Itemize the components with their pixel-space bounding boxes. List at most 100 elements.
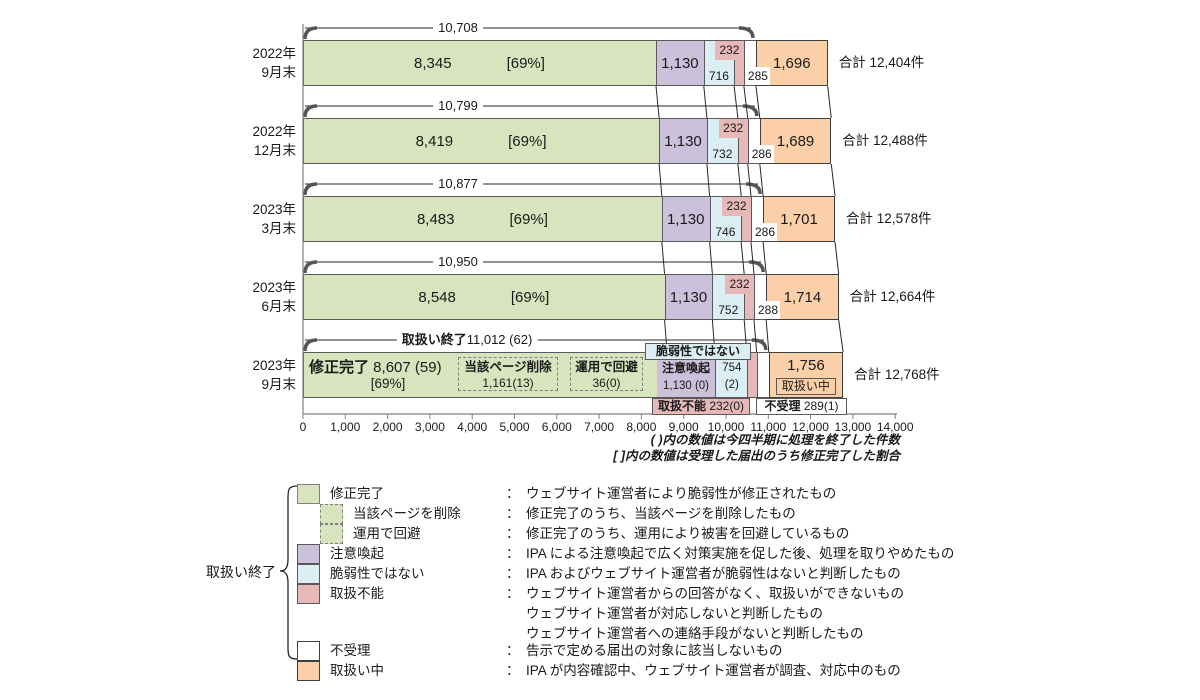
bar-row1-segment-caution <box>655 40 705 86</box>
x-tick-13,000: 13,000 <box>834 420 872 434</box>
caution-value-row1: 1,130 <box>661 54 699 72</box>
notvuln-detail-value: 754 (2) <box>722 362 742 391</box>
unable-value-row2: 232 <box>718 119 748 138</box>
caution-detail-box: 注意喚起 1,130 (0) <box>657 358 715 397</box>
legend-swatch-当該ページを削除 <box>320 504 343 524</box>
workaround-box: 運用で回避 36(0) <box>570 357 643 391</box>
category-label-row4: 2023年 6月末 <box>252 280 296 314</box>
x-tick-12,000: 12,000 <box>792 420 829 434</box>
inprogress-value-row4: 1,714 <box>783 288 822 306</box>
legend-label-注意喚起: 注意喚起 <box>330 546 384 561</box>
legend-swatch-運用で回避 <box>320 524 343 544</box>
rejected-below-box: 不受理 289(1) <box>756 398 847 415</box>
x-tick-0: 0 <box>299 420 307 434</box>
legend-desc-脆弱性ではない-1: IPA およびウェブサイト運営者が脆弱性はないと判断したもの <box>526 566 901 581</box>
line <box>838 319 844 353</box>
unable-value-row1: 232 <box>714 41 744 60</box>
legend-desc-取扱不能-3: ウェブサイト運営者への連絡手段がないと判断したもの <box>526 626 864 641</box>
path <box>746 182 762 195</box>
inprogress-value-row1: 1,696 <box>773 54 811 72</box>
line <box>703 85 708 119</box>
bar-row1-segment-fixed <box>303 40 657 86</box>
line <box>830 163 836 197</box>
line <box>750 241 755 275</box>
closed-total-label-row4: 10,950 <box>433 253 483 270</box>
legend-label-不受理: 不受理 <box>330 643 371 658</box>
rejected-value-row3: 286 <box>752 223 778 241</box>
rejected-value-row4: 288 <box>756 301 781 319</box>
fixed-value-row1: 8,345 [69%] <box>414 54 545 72</box>
legend-desc-取扱い中-1: IPA が内容確認中、ウェブサイト運営者が調査、対応中のもの <box>526 663 901 678</box>
line <box>737 163 742 197</box>
path <box>303 104 318 118</box>
path <box>751 338 768 351</box>
fixed-value-row3: 8,483 [69%] <box>416 210 548 228</box>
line <box>655 85 660 119</box>
notvuln-value-row4: 752 <box>718 303 739 317</box>
category-label-row3: 2023年 3月末 <box>252 202 296 236</box>
path <box>749 260 765 273</box>
legend-desc-注意喚起-1: IPA による注意喚起で広く対策実施を促した後、処理を取りやめたもの <box>526 546 955 561</box>
total-label-row4: 合計 12,664件 <box>849 289 936 304</box>
category-label-row1: 2022年 9月末 <box>252 46 296 80</box>
line <box>733 85 739 119</box>
path <box>303 338 318 352</box>
notvuln-value-row1: 716 <box>708 69 729 83</box>
inprogress-value-row2: 1,689 <box>776 132 815 150</box>
path <box>303 182 318 196</box>
legend-label-取扱い中: 取扱い中 <box>330 663 384 678</box>
caution-value-row2: 1,130 <box>664 132 702 150</box>
total-label-row5: 合計 12,768件 <box>854 367 940 382</box>
x-tick-3,000: 3,000 <box>414 420 445 434</box>
legend-label-取扱不能: 取扱不能 <box>330 586 384 601</box>
unable-below-box: 取扱不能 232(0) <box>652 398 750 415</box>
caution-value-row3: 1,130 <box>666 210 705 228</box>
line <box>709 241 713 275</box>
x-tick-7,000: 7,000 <box>584 420 615 434</box>
bar-row4-segment-caution <box>664 274 714 320</box>
legend-colon-当該ページを削除: ： <box>506 506 520 521</box>
legend-desc-修正完了-1: ウェブサイト運営者により脆弱性が修正されたもの <box>526 486 837 501</box>
line <box>759 163 764 197</box>
notvuln-callout: 脆弱性ではない <box>645 343 751 360</box>
x-tick-10,000: 10,000 <box>707 420 745 434</box>
x-tick-5,000: 5,000 <box>499 420 530 434</box>
x-tick-2,000: 2,000 <box>372 420 403 434</box>
x-tick-6,000: 6,000 <box>541 420 572 434</box>
unable-value-row3: 232 <box>721 197 751 216</box>
closed-total-label-row1: 10,708 <box>433 19 483 36</box>
legend-label-運用で回避: 運用で回避 <box>353 526 421 541</box>
legend-swatch-取扱不能 <box>297 584 320 604</box>
rejected-value-row2: 286 <box>749 145 774 163</box>
legend-swatch-修正完了 <box>297 484 320 504</box>
x-tick-4,000: 4,000 <box>457 420 488 434</box>
path <box>742 104 759 117</box>
fixed-value-row2: 8,419 [69%] <box>415 132 547 150</box>
legend-label-修正完了: 修正完了 <box>330 486 384 501</box>
legend-colon-脆弱性ではない: ： <box>506 566 520 581</box>
legend-swatch-注意喚起 <box>297 544 320 564</box>
bar-row3-segment-caution <box>661 196 711 242</box>
legend-colon-修正完了: ： <box>506 486 520 501</box>
inprogress-detail-value: 1,756 <box>787 357 825 374</box>
unable-value-row4: 232 <box>725 275 754 294</box>
bar-row4-segment-fixed <box>303 274 666 320</box>
path <box>303 260 318 274</box>
line <box>827 85 832 119</box>
legend-colon-取扱不能: ： <box>506 586 520 601</box>
legend-desc-不受理-1: 告示で定める届出の対象に該当しないもの <box>526 643 783 658</box>
footnote-brackets: [ ]内の数値は受理した届出のうち修正完了した割合 <box>613 449 900 463</box>
x-tick-11,000: 11,000 <box>750 420 787 434</box>
fixed-value-row4: 8,548 [69%] <box>418 288 550 306</box>
path <box>279 485 298 660</box>
category-label-row2: 2022年 12月末 <box>252 124 296 158</box>
inprogress-value-row3: 1,701 <box>780 210 818 228</box>
total-label-row3: 合計 12,578件 <box>846 211 932 226</box>
line <box>740 241 745 275</box>
legend-swatch-脆弱性ではない <box>297 564 320 584</box>
bar-row3-segment-in_progress <box>763 196 836 242</box>
closed-total-label-row2: 10,799 <box>433 97 483 114</box>
rejected-value-row1: 285 <box>745 67 770 85</box>
